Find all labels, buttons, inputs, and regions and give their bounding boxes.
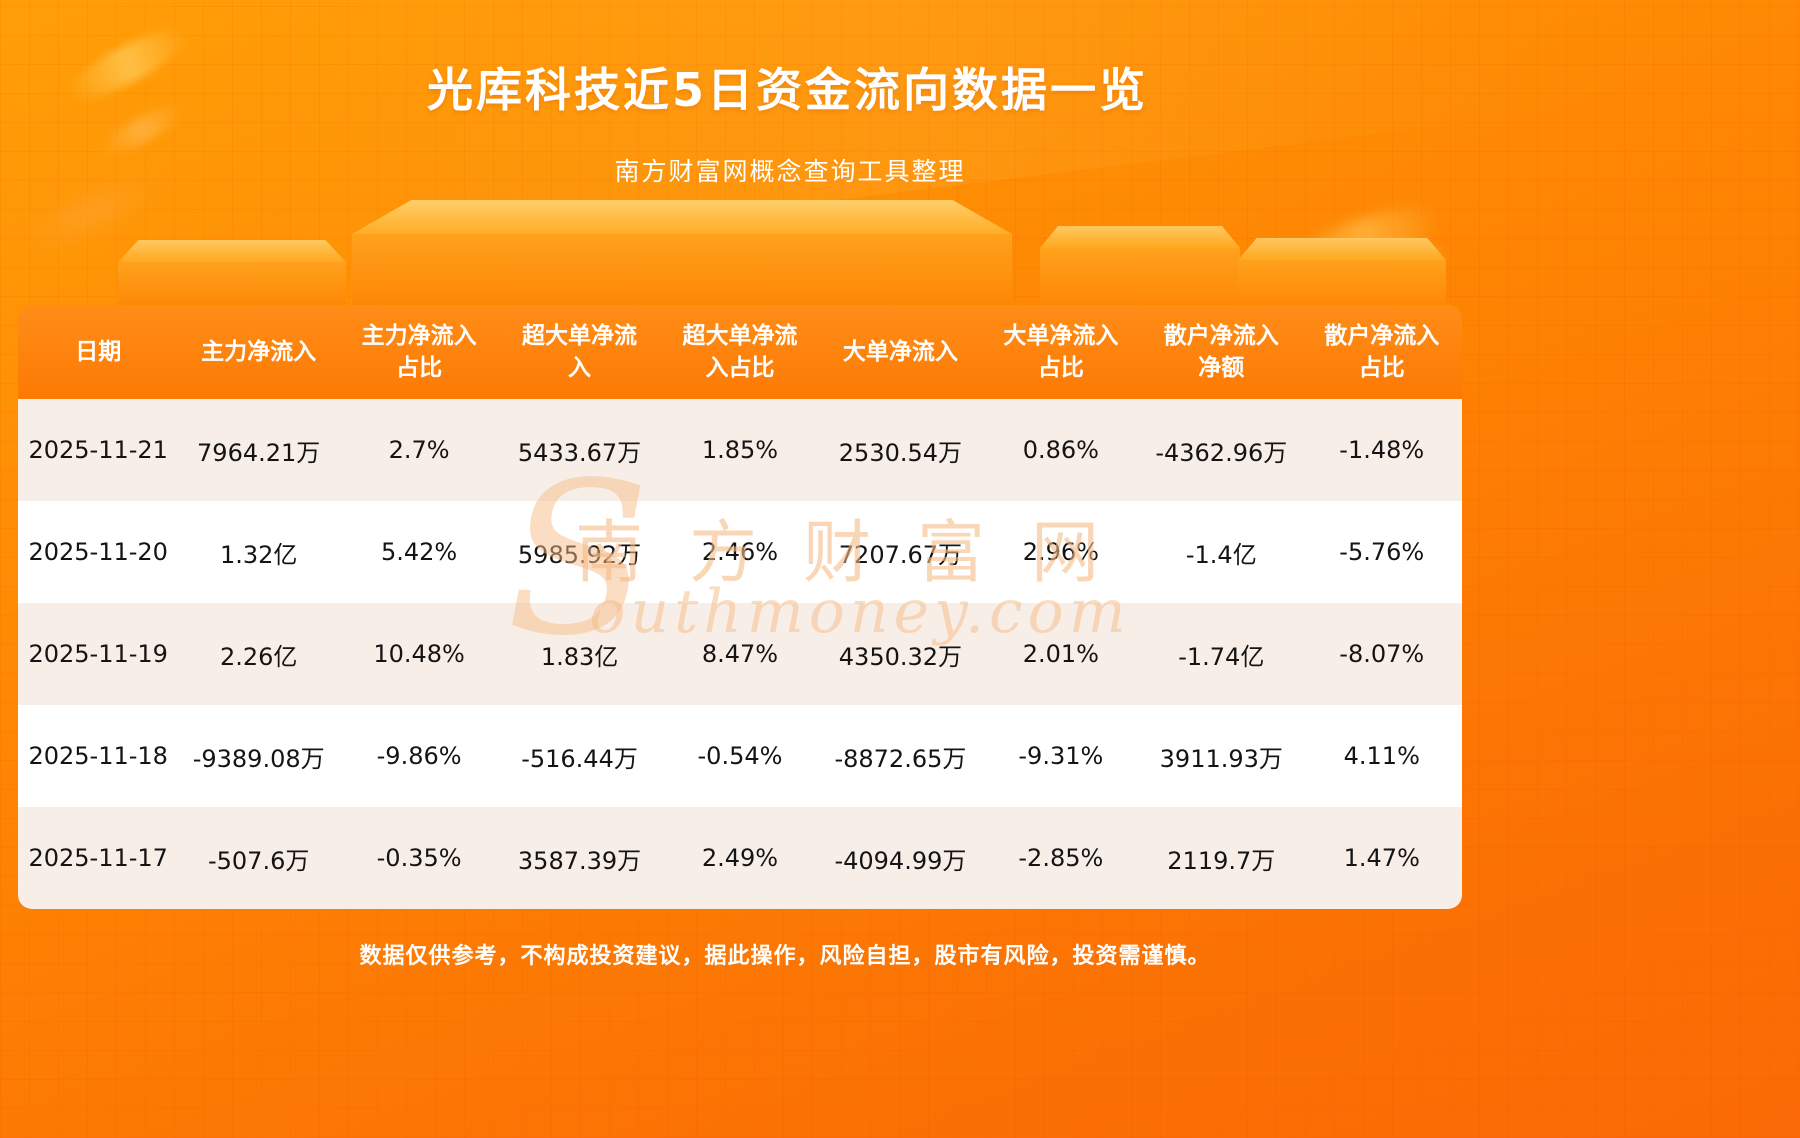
date-cell: 2025-11-17 xyxy=(18,807,179,909)
value-cell: -8.07% xyxy=(1301,603,1462,705)
value-cell: 5433.67万 xyxy=(499,399,660,501)
value-cell: 1.83亿 xyxy=(499,603,660,705)
value-cell: 2.49% xyxy=(659,807,821,909)
value-cell: -1.48% xyxy=(1301,399,1462,501)
value-cell: 0.86% xyxy=(980,399,1142,501)
page-title: 光库科技近5日资金流向数据一览 xyxy=(426,63,1148,117)
value-cell: 1.85% xyxy=(659,399,821,501)
table-row: 2025-11-18 -9389.08万 -9.86% -516.44万 -0.54% -… xyxy=(18,705,1462,807)
table-row: 2025-11-20 1.32亿 5.42% 5985.92万 2.46% 7207.67… xyxy=(18,501,1462,603)
value-cell: -0.35% xyxy=(338,807,500,909)
fund-flow-table: 日期 主力净流入 主力净流入占比 超大单净流入 超大单净流入占比 大单净流入 大单净流入占比… xyxy=(18,305,1462,909)
table-row: 2025-11-17 -507.6万 -0.35% 3587.39万 2.49% -409… xyxy=(18,807,1462,909)
value-cell: -1.4亿 xyxy=(1141,501,1302,603)
value-cell: 3911.93万 xyxy=(1141,705,1302,807)
value-cell: 2.46% xyxy=(659,501,821,603)
value-cell: -1.74亿 xyxy=(1141,603,1302,705)
value-cell: -507.6万 xyxy=(178,807,339,909)
value-cell: 7207.67万 xyxy=(820,501,981,603)
column-header: 超大单净流入 xyxy=(499,305,660,399)
podium-center xyxy=(352,234,1012,310)
value-cell: 4350.32万 xyxy=(820,603,981,705)
column-header: 散户净流入净额 xyxy=(1141,305,1302,399)
value-cell: 5985.92万 xyxy=(499,501,660,603)
column-header: 主力净流入占比 xyxy=(338,305,500,399)
table-row: 2025-11-19 2.26亿 10.48% 1.83亿 8.47% 4350.32万 2… xyxy=(18,603,1462,705)
value-cell: -8872.65万 xyxy=(820,705,981,807)
value-cell: 3587.39万 xyxy=(499,807,660,909)
value-cell: 1.47% xyxy=(1301,807,1462,909)
column-header: 散户净流入占比 xyxy=(1301,305,1462,399)
date-cell: 2025-11-21 xyxy=(18,399,179,501)
value-cell: -4362.96万 xyxy=(1141,399,1302,501)
value-cell: -2.85% xyxy=(980,807,1142,909)
value-cell: -516.44万 xyxy=(499,705,660,807)
column-header: 大单净流入占比 xyxy=(980,305,1142,399)
column-header: 主力净流入 xyxy=(178,305,339,399)
value-cell: 4.11% xyxy=(1301,705,1462,807)
value-cell: 2.26亿 xyxy=(178,603,339,705)
podium-left xyxy=(118,262,346,310)
column-header: 超大单净流入占比 xyxy=(659,305,821,399)
date-cell: 2025-11-20 xyxy=(18,501,179,603)
column-header: 日期 xyxy=(18,305,179,399)
column-header: 大单净流入 xyxy=(820,305,981,399)
disclaimer-text: 数据仅供参考，不构成投资建议，据此操作，风险自担，股市有风险，投资需谨慎。 xyxy=(359,944,1211,969)
value-cell: 2119.7万 xyxy=(1141,807,1302,909)
value-cell: 5.42% xyxy=(338,501,500,603)
value-cell: -9389.08万 xyxy=(178,705,339,807)
value-cell: 1.32亿 xyxy=(178,501,339,603)
podium-right-inner xyxy=(1040,248,1240,310)
date-cell: 2025-11-18 xyxy=(18,705,179,807)
table-body: 2025-11-21 7964.21万 2.7% 5433.67万 1.85% 2530.… xyxy=(18,399,1462,909)
value-cell: 2.01% xyxy=(980,603,1142,705)
value-cell: -9.86% xyxy=(338,705,500,807)
value-cell: 10.48% xyxy=(338,603,500,705)
value-cell: -4094.99万 xyxy=(820,807,981,909)
page-subtitle: 南方财富网概念查询工具整理 xyxy=(614,157,966,186)
value-cell: 2530.54万 xyxy=(820,399,981,501)
table-header-row: 日期 主力净流入 主力净流入占比 超大单净流入 超大单净流入占比 大单净流入 大单净流入占比… xyxy=(18,305,1462,399)
value-cell: 8.47% xyxy=(659,603,821,705)
value-cell: 7964.21万 xyxy=(178,399,339,501)
value-cell: -5.76% xyxy=(1301,501,1462,603)
podium-right-outer xyxy=(1238,260,1446,310)
value-cell: 2.7% xyxy=(338,399,500,501)
data-table: 日期 主力净流入 主力净流入占比 超大单净流入 超大单净流入占比 大单净流入 大单净流入占比… xyxy=(18,305,1462,909)
table-row: 2025-11-21 7964.21万 2.7% 5433.67万 1.85% 2530.… xyxy=(18,399,1462,501)
value-cell: 2.96% xyxy=(980,501,1142,603)
value-cell: -0.54% xyxy=(659,705,821,807)
date-cell: 2025-11-19 xyxy=(18,603,179,705)
value-cell: -9.31% xyxy=(980,705,1142,807)
